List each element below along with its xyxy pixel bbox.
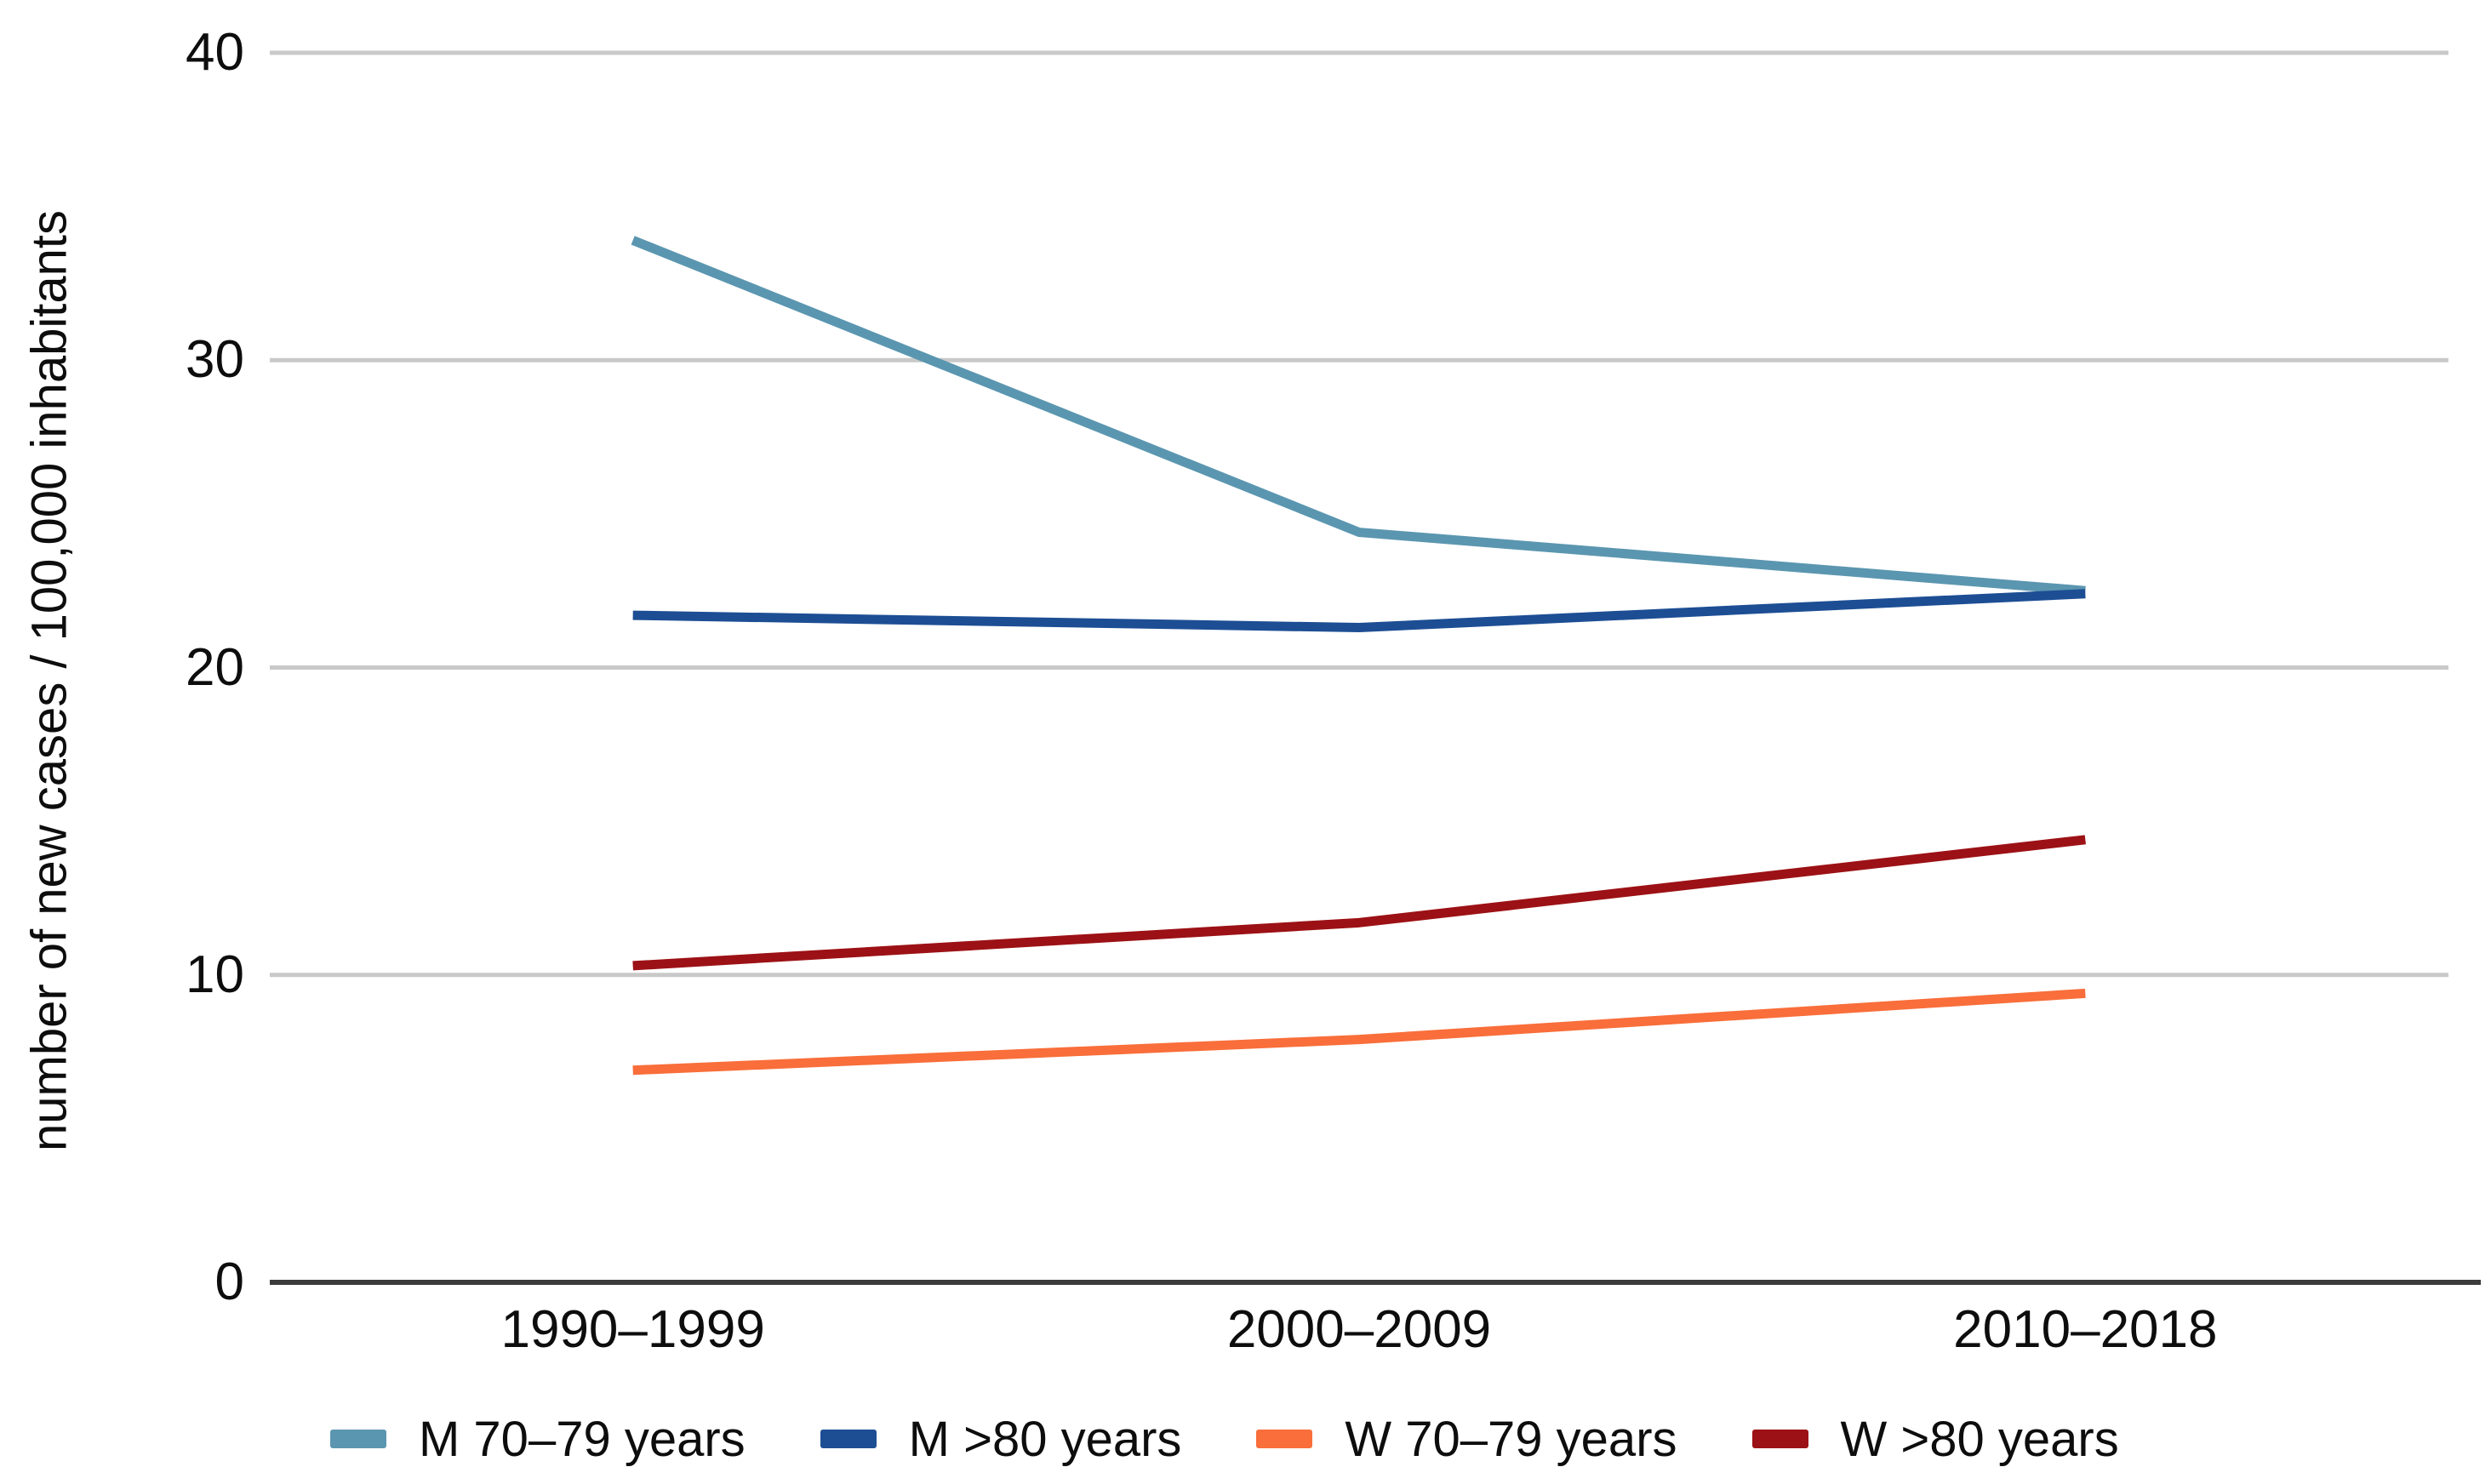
series-line-0 <box>631 236 2086 596</box>
x-category-label-1: 2000–2009 <box>1226 1300 1492 1359</box>
y-tick-label-10: 10 <box>186 945 244 1004</box>
legend-item-3: W >80 years <box>1751 1411 2119 1468</box>
legend-label: M >80 years <box>908 1411 1182 1467</box>
legend-item-0: M 70–79 years <box>330 1411 746 1468</box>
series-line-2 <box>632 988 2086 1076</box>
legend-item-1: M >80 years <box>820 1411 1182 1468</box>
y-tick-label-30: 30 <box>186 330 244 390</box>
y-tick-label-0: 0 <box>214 1253 244 1311</box>
x-category-label-0: 1990–1999 <box>500 1300 765 1359</box>
legend-swatch-icon <box>820 1430 877 1448</box>
legend-swatch-icon <box>330 1430 386 1448</box>
y-tick-label-40: 40 <box>186 23 244 82</box>
legend-item-2: W 70–79 years <box>1256 1411 1677 1468</box>
series-line-1 <box>632 589 2086 633</box>
series-line-3 <box>632 835 2086 971</box>
legend-swatch-icon <box>1751 1430 1808 1448</box>
x-category-label-2: 2010–2018 <box>1953 1300 2218 1359</box>
y-tick-label-20: 20 <box>186 637 244 697</box>
legend-swatch-icon <box>1256 1430 1313 1448</box>
legend-label: W >80 years <box>1840 1411 2119 1467</box>
legend-label: W 70–79 years <box>1345 1411 1677 1467</box>
chart-legend: M 70–79 years M >80 years W 70–79 years W >… <box>330 1406 2119 1472</box>
legend-label: M 70–79 years <box>419 1411 746 1467</box>
